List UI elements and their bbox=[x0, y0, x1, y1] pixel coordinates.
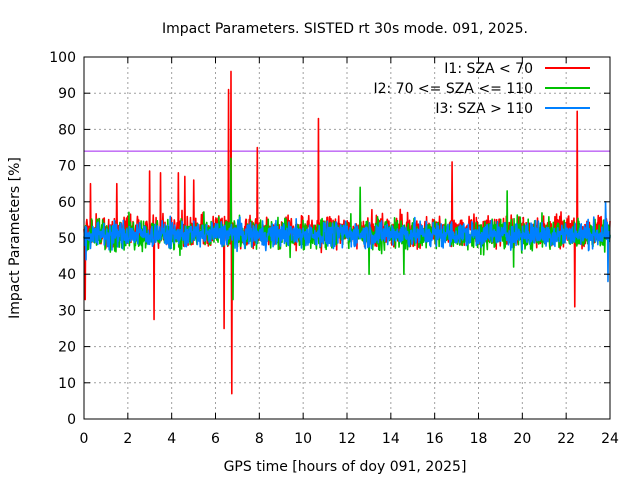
series-group bbox=[83, 70, 611, 395]
x-axis-label: GPS time [hours of doy 091, 2025] bbox=[224, 459, 467, 475]
y-tick-label: 90 bbox=[58, 86, 76, 102]
x-tick-label: 18 bbox=[470, 431, 488, 447]
x-tick-label: 14 bbox=[382, 431, 400, 447]
x-tick-label: 0 bbox=[80, 431, 89, 447]
x-tick-label: 4 bbox=[167, 431, 176, 447]
y-tick-label: 50 bbox=[58, 231, 76, 247]
series-3 bbox=[83, 201, 611, 283]
y-tick-label: 60 bbox=[58, 195, 76, 211]
y-tick-label: 80 bbox=[58, 122, 76, 138]
x-tick-label: 24 bbox=[601, 431, 619, 447]
series-line bbox=[83, 201, 611, 283]
y-tick-label: 20 bbox=[58, 340, 76, 356]
x-tick-label: 22 bbox=[557, 431, 575, 447]
x-tick-label: 12 bbox=[338, 431, 356, 447]
x-tick-label: 2 bbox=[123, 431, 132, 447]
x-tick-label: 20 bbox=[513, 431, 531, 447]
x-tick-label: 6 bbox=[211, 431, 220, 447]
x-tick-label: 8 bbox=[255, 431, 264, 447]
legend-label: I3: SZA > 110 bbox=[435, 101, 533, 117]
legend: I1: SZA < 70 I2: 70 <= SZA <= 110 I3: SZA … bbox=[373, 61, 590, 117]
y-tick-label: 70 bbox=[58, 159, 76, 175]
y-tick-label: 100 bbox=[49, 50, 76, 66]
y-tick-label: 40 bbox=[58, 267, 76, 283]
x-tick-label: 10 bbox=[294, 431, 312, 447]
x-tick-labels: 0 2 4 6 8 10 12 14 16 18 20 22 24 bbox=[80, 431, 619, 447]
y-tick-label: 0 bbox=[67, 412, 76, 428]
axis-ticks bbox=[83, 56, 611, 420]
y-tick-labels: 0 10 20 30 40 50 60 70 80 90 100 bbox=[49, 50, 76, 428]
legend-label: I1: SZA < 70 bbox=[444, 61, 533, 77]
y-tick-label: 10 bbox=[58, 376, 76, 392]
legend-label: I2: 70 <= SZA <= 110 bbox=[373, 81, 533, 97]
x-tick-label: 16 bbox=[426, 431, 444, 447]
y-axis-label: Impact Parameters [%] bbox=[7, 157, 23, 319]
chart-title: Impact Parameters. SISTED rt 30s mode. 0… bbox=[162, 21, 528, 37]
y-tick-label: 30 bbox=[58, 303, 76, 319]
